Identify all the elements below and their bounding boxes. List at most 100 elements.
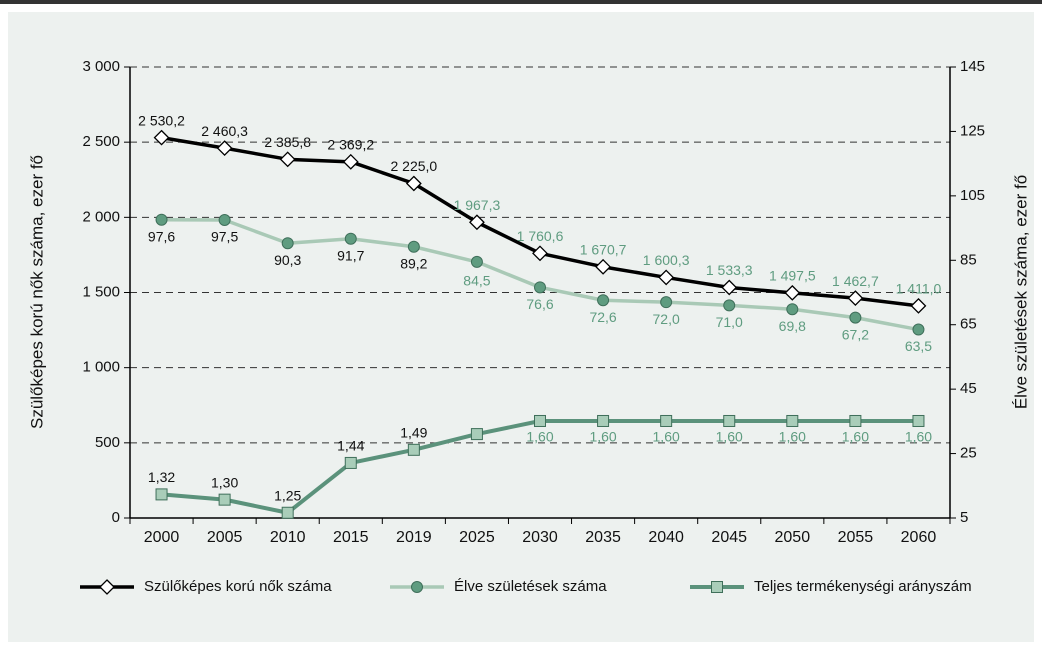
data-label: 1,60 xyxy=(905,429,932,445)
marker xyxy=(784,284,801,301)
data-label: 1,60 xyxy=(842,429,869,445)
x-tick-label: 2015 xyxy=(333,529,369,546)
data-label: 2 530,2 xyxy=(138,112,185,128)
marker xyxy=(658,269,675,286)
x-tick-label: 2010 xyxy=(270,529,306,546)
data-label: 2 385,8 xyxy=(264,134,311,150)
marker xyxy=(407,240,420,253)
data-label: 63,5 xyxy=(905,338,932,354)
data-label: 90,3 xyxy=(274,252,301,268)
data-label: 97,6 xyxy=(148,228,175,244)
x-tick-label: 2050 xyxy=(775,529,811,546)
data-label: 1 670,7 xyxy=(580,242,627,258)
marker xyxy=(847,290,864,307)
marker xyxy=(532,245,548,262)
y2-tick-label: 25 xyxy=(960,445,977,462)
data-label: 69,8 xyxy=(779,318,806,334)
marker xyxy=(597,414,610,427)
data-label: 89,2 xyxy=(400,255,427,271)
data-label: 1,25 xyxy=(274,487,301,503)
data-label: 1 533,3 xyxy=(706,262,753,278)
marker xyxy=(407,443,420,456)
data-label: 2 460,3 xyxy=(201,123,248,139)
data-label: 1,60 xyxy=(589,429,616,445)
marker xyxy=(281,506,294,519)
marker xyxy=(342,153,359,170)
x-tick-label: 2040 xyxy=(648,529,684,546)
data-label: 1,32 xyxy=(148,469,175,485)
marker xyxy=(281,237,294,250)
data-label: 84,5 xyxy=(463,273,490,289)
marker xyxy=(849,414,862,427)
marker xyxy=(910,297,927,314)
marker xyxy=(405,175,422,192)
data-label: 1 462,7 xyxy=(832,273,879,289)
background xyxy=(8,12,1034,642)
data-label: 67,2 xyxy=(842,326,869,342)
y-tick-label: 2 500 xyxy=(82,133,120,150)
marker xyxy=(469,214,485,231)
marker xyxy=(470,255,483,268)
data-label: 1 967,3 xyxy=(454,197,501,213)
data-label: 1,30 xyxy=(211,474,238,490)
marker xyxy=(470,428,483,441)
y-tick-label: 1 000 xyxy=(82,359,120,376)
x-tick-label: 2019 xyxy=(396,529,432,546)
marker xyxy=(155,213,168,226)
x-tick-label: 2045 xyxy=(711,529,747,546)
marker xyxy=(218,493,231,506)
marker xyxy=(912,323,925,336)
marker xyxy=(721,279,738,296)
y2-tick-label: 85 xyxy=(960,251,977,268)
x-tick-label: 2005 xyxy=(207,529,243,546)
y2-tick-label: 105 xyxy=(960,187,985,204)
data-label: 72,6 xyxy=(589,309,616,325)
marker xyxy=(786,414,799,427)
data-label: 1 497,5 xyxy=(769,268,816,284)
data-label: 91,7 xyxy=(337,247,364,263)
top-rule xyxy=(0,0,1042,4)
marker xyxy=(153,129,170,146)
marker xyxy=(534,281,546,294)
data-label: 1,44 xyxy=(337,438,364,454)
y-axis-title: Szülőképes korú nők száma, ezer fő xyxy=(27,155,46,429)
marker xyxy=(660,414,673,427)
x-tick-label: 2060 xyxy=(901,529,937,546)
data-label: 97,5 xyxy=(211,229,238,245)
data-label: 76,6 xyxy=(526,296,553,312)
data-label: 1,60 xyxy=(779,429,806,445)
y2-tick-label: 145 xyxy=(960,58,985,75)
y-tick-label: 1 500 xyxy=(82,283,120,300)
y-tick-label: 500 xyxy=(95,434,120,451)
data-label: 1,60 xyxy=(653,429,680,445)
marker xyxy=(711,581,723,593)
x-tick-label: 2055 xyxy=(838,529,874,546)
data-label: 1 600,3 xyxy=(643,252,690,268)
marker xyxy=(723,299,736,312)
data-label: 2 225,0 xyxy=(390,158,437,174)
y2-axis-title: Élve születések száma, ezer fő xyxy=(1011,175,1030,409)
marker xyxy=(218,214,231,227)
data-label: 1 760,6 xyxy=(517,228,564,244)
x-tick-label: 2025 xyxy=(459,529,495,546)
marker xyxy=(344,232,357,245)
data-label: 1,60 xyxy=(716,429,743,445)
x-tick-label: 2030 xyxy=(522,529,558,546)
y-tick-label: 2 000 xyxy=(82,208,120,225)
y2-tick-label: 45 xyxy=(960,380,977,397)
y2-tick-label: 125 xyxy=(960,122,985,139)
marker xyxy=(279,151,296,168)
data-label: 1,49 xyxy=(400,425,427,441)
data-label: 1,60 xyxy=(526,429,553,445)
marker xyxy=(155,488,168,501)
x-tick-label: 2000 xyxy=(144,529,180,546)
legend-label: Élve születések száma xyxy=(454,578,607,595)
marker xyxy=(597,294,610,307)
y-tick-label: 3 000 xyxy=(82,58,120,75)
marker xyxy=(786,303,799,316)
data-label: 71,0 xyxy=(716,314,743,330)
y2-tick-label: 65 xyxy=(960,316,977,333)
y2-tick-label: 5 xyxy=(960,509,968,526)
x-tick-label: 2035 xyxy=(585,529,621,546)
